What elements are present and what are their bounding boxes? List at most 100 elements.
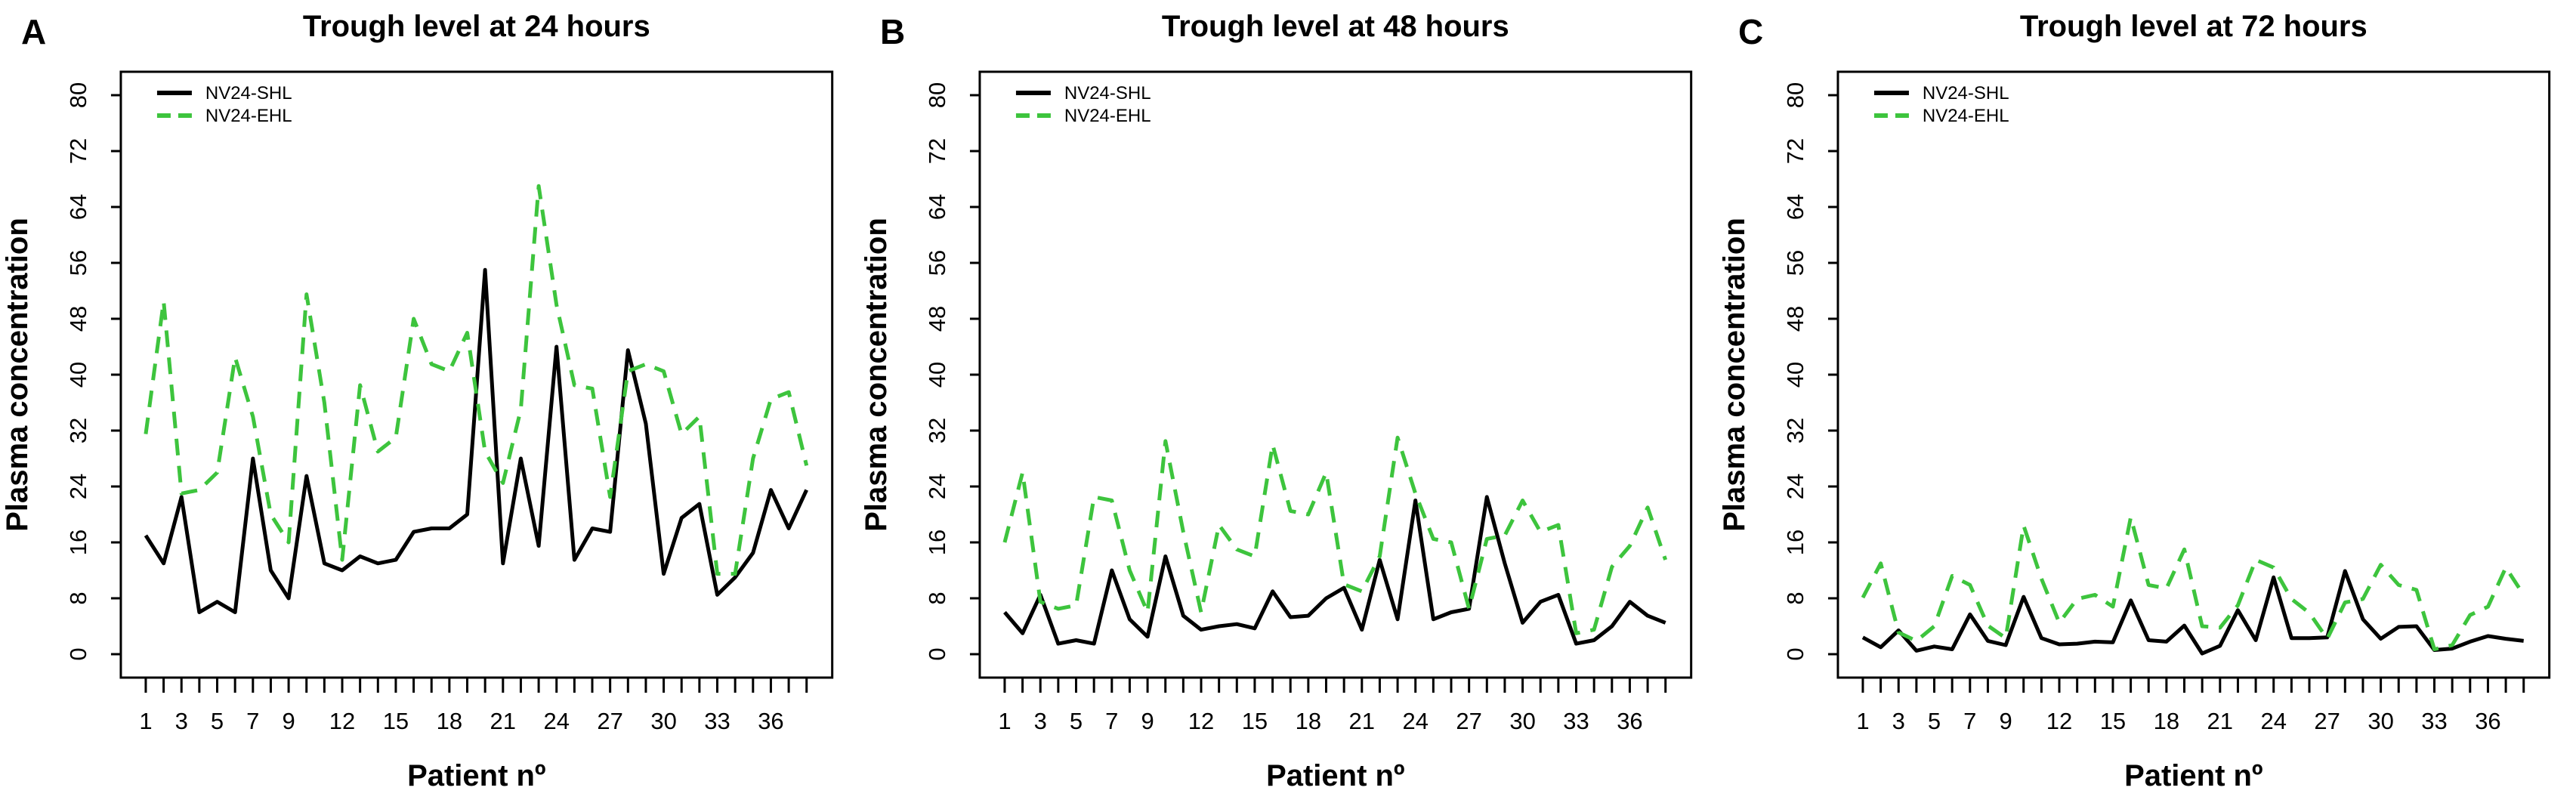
- x-tick-label: 36: [1617, 708, 1642, 734]
- series-line-nv24-ehl: [144, 184, 809, 576]
- x-tick-label: 24: [543, 708, 569, 734]
- y-tick-label: 80: [1782, 82, 1808, 108]
- y-tick-label: 8: [1782, 591, 1808, 604]
- y-tick-label: 56: [65, 250, 91, 276]
- panel-letter: B: [880, 12, 905, 51]
- y-tick-label: 48: [924, 306, 950, 332]
- y-tick-label: 64: [65, 194, 91, 220]
- plot-frame: [1836, 70, 2551, 679]
- chart-title: Trough level at 24 hours: [303, 10, 650, 43]
- y-tick-label: 48: [1782, 306, 1808, 332]
- x-tick-label: 33: [704, 708, 730, 734]
- x-tick-label: 5: [1070, 708, 1083, 734]
- x-tick-label: 12: [2046, 708, 2072, 734]
- x-tick-label: 36: [2476, 708, 2501, 734]
- x-tick-label: 18: [437, 708, 462, 734]
- x-tick-label: 18: [1295, 708, 1320, 734]
- x-tick-label: 18: [2154, 708, 2179, 734]
- y-tick-label: 16: [1782, 530, 1808, 555]
- x-tick-label: 21: [2207, 708, 2233, 734]
- series-line-nv24-shl: [1862, 569, 2525, 656]
- y-tick-label: 24: [1782, 474, 1808, 499]
- y-tick-label: 48: [65, 306, 91, 332]
- y-tick-label: 8: [924, 591, 950, 604]
- chart-trough-72h: C Trough level at 72 hours Plasma concentr…: [1718, 10, 2551, 792]
- legend-label: NV24-EHL: [1923, 106, 2009, 126]
- y-tick-label: 32: [65, 418, 91, 443]
- x-tick-label: 1: [139, 708, 152, 734]
- chart-trough-48h: B Trough level at 48 hours Plasma concentr…: [860, 10, 1692, 792]
- x-tick-label: 27: [597, 708, 622, 734]
- x-tick-label: 33: [2422, 708, 2448, 734]
- y-tick-label: 72: [65, 138, 91, 164]
- y-tick-label: 16: [924, 530, 950, 555]
- x-tick-label: 24: [2261, 708, 2287, 734]
- series-line-nv24-shl: [1002, 495, 1666, 646]
- x-tick-label: 7: [246, 708, 259, 734]
- y-tick-label: 8: [65, 591, 91, 604]
- x-tick-label: 21: [490, 708, 516, 734]
- legend-label: NV24-EHL: [205, 106, 292, 126]
- x-tick-label: 15: [383, 708, 409, 734]
- x-tick-label: 27: [1456, 708, 1481, 734]
- panel-letter: C: [1738, 12, 1763, 51]
- y-tick-label: 32: [1782, 418, 1808, 443]
- x-tick-label: 3: [1892, 708, 1905, 734]
- x-tick-label: 1: [998, 708, 1011, 734]
- y-tick-label: 72: [924, 138, 950, 164]
- y-axis-title: Plasma concentration: [1, 218, 34, 532]
- x-axis-title: Patient nº: [1266, 759, 1404, 792]
- y-tick-label: 80: [65, 82, 91, 108]
- y-tick-label: 72: [1782, 138, 1808, 164]
- x-tick-label: 7: [1963, 708, 1976, 734]
- x-tick-label: 30: [650, 708, 676, 734]
- chart-title: Trough level at 72 hours: [2020, 10, 2368, 43]
- y-tick-label: 56: [924, 250, 950, 276]
- legend-label: NV24-EHL: [1064, 106, 1151, 126]
- y-tick-label: 16: [65, 530, 91, 555]
- x-tick-label: 3: [175, 708, 188, 734]
- x-tick-label: 1: [1857, 708, 1870, 734]
- legend-label: NV24-SHL: [205, 83, 292, 103]
- x-tick-label: 5: [1928, 708, 1941, 734]
- panel-c: C Trough level at 72 hours Plasma concentr…: [1717, 0, 2576, 803]
- y-tick-label: 40: [1782, 362, 1808, 388]
- x-tick-label: 15: [1241, 708, 1267, 734]
- legend-label: NV24-SHL: [1923, 83, 2009, 103]
- chart-title: Trough level at 48 hours: [1162, 10, 1509, 43]
- x-axis-title: Patient nº: [407, 759, 545, 792]
- x-tick-label: 27: [2315, 708, 2340, 734]
- panel-b: B Trough level at 48 hours Plasma concentr…: [859, 0, 1718, 803]
- y-tick-label: 80: [924, 82, 950, 108]
- y-tick-label: 64: [1782, 194, 1808, 220]
- x-tick-label: 9: [282, 708, 295, 734]
- x-tick-label: 5: [211, 708, 224, 734]
- x-tick-label: 15: [2100, 708, 2126, 734]
- x-tick-label: 7: [1105, 708, 1118, 734]
- x-tick-label: 12: [1188, 708, 1213, 734]
- x-tick-label: 3: [1033, 708, 1046, 734]
- x-tick-label: 30: [2368, 708, 2394, 734]
- chart-trough-24h: A Trough level at 24 hours Plasma concentr…: [1, 10, 834, 792]
- series-line-nv24-ehl: [1861, 515, 2526, 651]
- x-tick-label: 21: [1348, 708, 1374, 734]
- y-tick-label: 0: [924, 647, 950, 660]
- y-tick-label: 56: [1782, 250, 1808, 276]
- y-tick-label: 24: [65, 474, 91, 499]
- series-line-nv24-shl: [144, 267, 808, 614]
- x-tick-label: 36: [758, 708, 783, 734]
- y-tick-label: 0: [65, 647, 91, 660]
- x-tick-label: 9: [1141, 708, 1154, 734]
- y-tick-label: 40: [65, 362, 91, 388]
- x-tick-label: 9: [2000, 708, 2012, 734]
- plot-frame: [978, 70, 1692, 679]
- y-axis-title: Plasma concentration: [860, 218, 893, 532]
- panel-letter: A: [21, 12, 46, 51]
- x-tick-label: 24: [1402, 708, 1428, 734]
- y-tick-label: 24: [924, 474, 950, 499]
- series-line-nv24-ehl: [1002, 435, 1667, 635]
- x-tick-label: 33: [1563, 708, 1589, 734]
- legend-label: NV24-SHL: [1064, 83, 1151, 103]
- y-tick-label: 0: [1782, 647, 1808, 660]
